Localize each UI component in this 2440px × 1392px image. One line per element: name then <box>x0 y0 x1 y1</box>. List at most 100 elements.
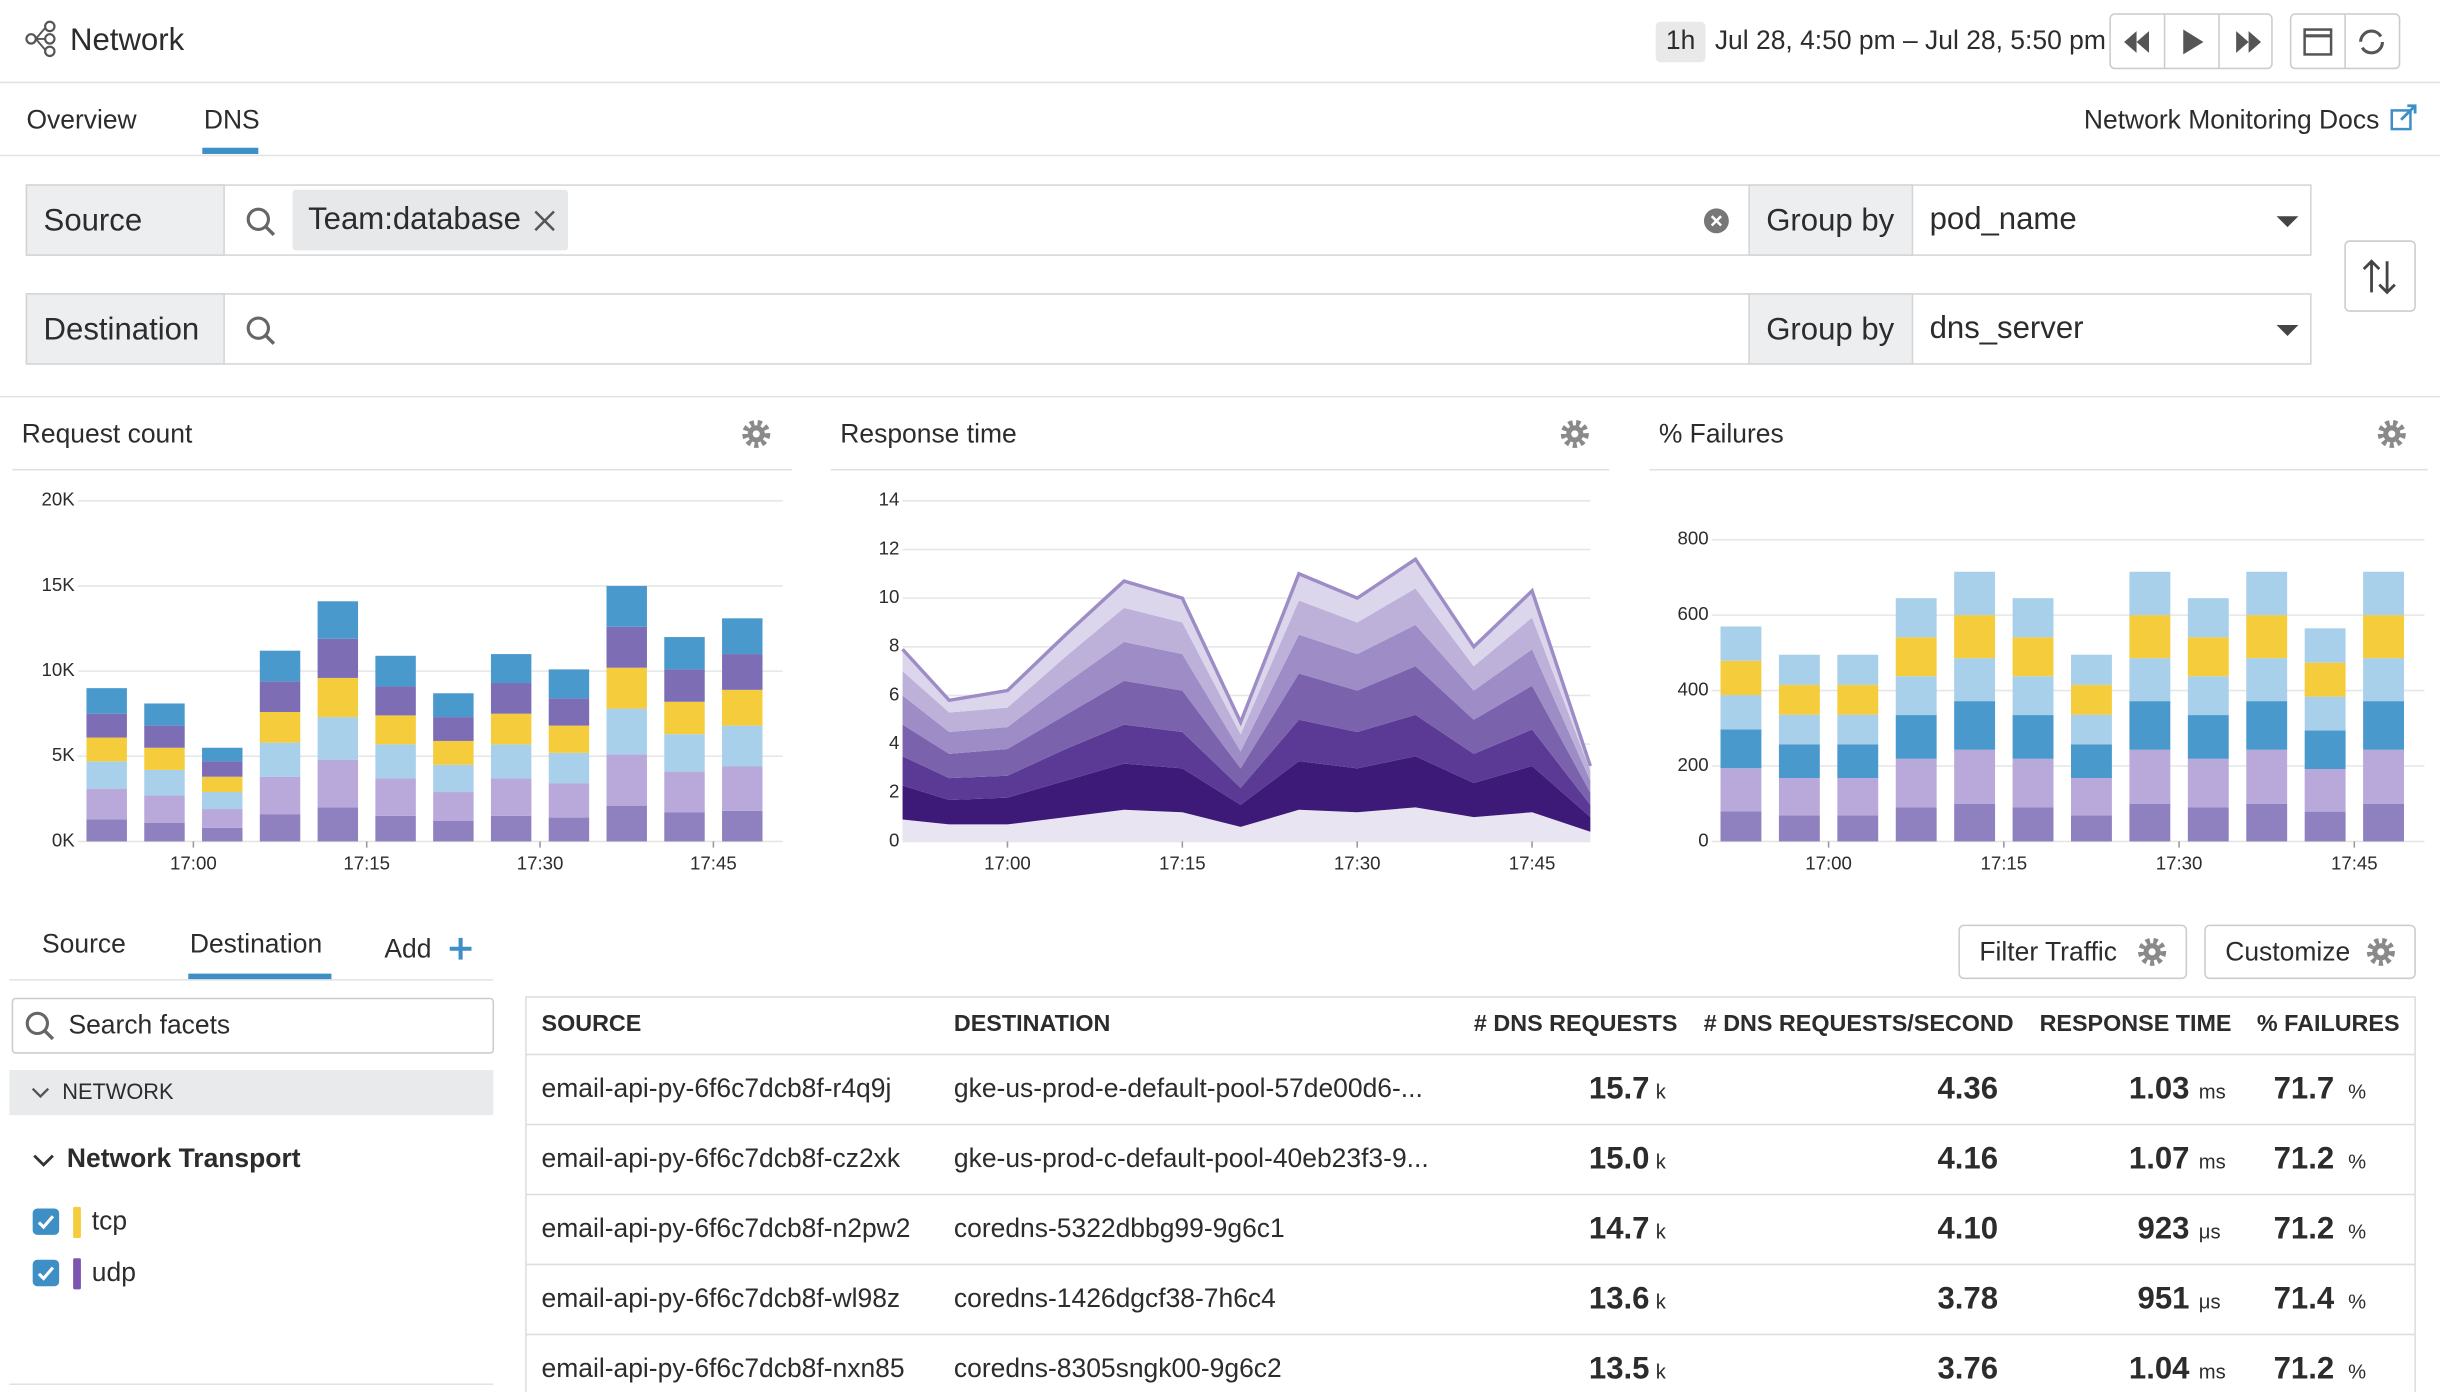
table-cell: 15.7 <box>1589 1070 1650 1105</box>
button[interactable] <box>2204 924 2416 980</box>
bar-segment <box>664 734 705 772</box>
y-tick-label: 12 <box>879 537 900 558</box>
group-by-bg <box>1748 184 1914 256</box>
y-tick-label: 5K <box>52 744 75 765</box>
y-tick-label: 15K <box>41 574 75 595</box>
y-tick-label: 14 <box>879 489 900 510</box>
facet-item[interactable]: udp <box>92 1257 136 1287</box>
tab-active[interactable]: DNS <box>204 104 260 134</box>
bar-segment <box>1895 715 1937 759</box>
bar-segment <box>2363 571 2404 616</box>
bar-segment <box>664 701 705 735</box>
swap-button[interactable] <box>2344 240 2416 312</box>
bar-segment <box>2012 758 2054 808</box>
rewind-icon <box>2124 31 2150 53</box>
column-header[interactable]: % FAILURES <box>2257 1010 2400 1036</box>
bar-segment <box>2129 571 2171 616</box>
bar-segment <box>2246 615 2288 659</box>
gear-icon[interactable] <box>2366 937 2395 966</box>
add-icon[interactable] <box>449 937 472 960</box>
column-header[interactable]: # DNS REQUESTS/SECOND <box>1704 1010 2014 1036</box>
bar-segment <box>259 776 301 815</box>
table-cell: % <box>2348 1152 2366 1174</box>
column-header[interactable]: RESPONSE TIME <box>2040 1010 2232 1036</box>
bar-segment <box>548 783 590 818</box>
x-tick-label: 17:15 <box>343 853 390 874</box>
bar-segment <box>2071 815 2112 842</box>
bar-segment <box>548 817 590 842</box>
network-icon <box>44 20 56 33</box>
button[interactable] <box>1958 924 2188 980</box>
group-by-value[interactable]: dns_server <box>1930 310 2084 345</box>
bar-segment <box>202 792 243 810</box>
chevron[interactable] <box>33 1154 54 1167</box>
bar-segment <box>317 638 359 678</box>
tag-remove-icon[interactable] <box>534 210 555 232</box>
bar-segment <box>317 677 359 718</box>
x-tick-label: 17:45 <box>1509 853 1556 874</box>
play-icon <box>2183 29 2204 55</box>
group-by-value[interactable]: pod_name <box>1930 201 2077 236</box>
bar-segment <box>86 737 127 762</box>
bar-segment <box>664 637 705 670</box>
bar-segment <box>1778 815 1820 842</box>
column-header[interactable]: # DNS REQUESTS <box>1474 1010 1678 1036</box>
bar-segment <box>2363 658 2404 702</box>
facet-search[interactable] <box>11 997 495 1054</box>
bar-segment <box>1720 695 1762 730</box>
facet-tab-active[interactable]: Destination <box>190 929 322 959</box>
bar-segment <box>606 708 647 755</box>
chart-title: Request count <box>22 418 193 448</box>
tab[interactable]: Overview <box>26 104 137 134</box>
table-cell: % <box>2348 1362 2366 1384</box>
checkbox[interactable] <box>32 1259 60 1287</box>
gear-icon-hole <box>752 430 760 438</box>
filter-tag[interactable] <box>292 189 568 251</box>
bar-segment <box>144 822 185 842</box>
docs-link[interactable]: Network Monitoring Docs <box>2084 104 2379 134</box>
facet-item[interactable]: tcp <box>92 1205 127 1235</box>
filter-tag-label: Team:database <box>308 201 521 236</box>
table-cell: 4.36 <box>1937 1070 1998 1105</box>
y-tick-label: 4 <box>889 732 899 753</box>
filter-box[interactable] <box>25 293 2312 365</box>
add-facet[interactable]: Add <box>384 933 431 963</box>
bar-segment <box>317 601 359 639</box>
bar-segment <box>259 742 301 777</box>
table-cell: 4.16 <box>1937 1140 1998 1175</box>
checkbox[interactable] <box>32 1208 60 1235</box>
y-tick-label: 0 <box>1698 829 1708 850</box>
y-tick-label: 0K <box>52 829 75 850</box>
bar-segment <box>1837 714 1879 745</box>
bar-segment <box>490 654 532 684</box>
bar-segment <box>1720 811 1762 842</box>
bar-segment <box>2187 598 2229 638</box>
table-cell: 1.07 <box>2129 1140 2190 1175</box>
gear-icon[interactable] <box>2138 937 2167 966</box>
page-title: Network <box>70 22 185 57</box>
facet-tab[interactable]: Source <box>42 929 126 959</box>
facet-group-title[interactable]: Network Transport <box>67 1143 301 1173</box>
search-icon-handle <box>43 1029 55 1041</box>
gear-icon-hole <box>2377 948 2385 956</box>
bar-segment <box>548 752 590 784</box>
table-cell: coredns-8305sngk00-9g6c2 <box>954 1353 1282 1383</box>
network-icon <box>44 33 56 45</box>
x-tick-label: 17:15 <box>1980 853 2027 874</box>
y-tick-label: 2 <box>889 781 899 802</box>
y-tick-label: 0 <box>889 829 899 850</box>
button-label[interactable]: Filter Traffic <box>1979 936 2117 966</box>
bar-segment <box>722 810 763 842</box>
bar-segment <box>433 764 474 793</box>
gear-icon[interactable] <box>742 419 771 448</box>
gear-icon[interactable] <box>1560 419 1589 448</box>
column-header[interactable]: DESTINATION <box>954 1010 1110 1036</box>
column-header[interactable]: SOURCE <box>542 1010 642 1036</box>
bar-segment <box>2363 701 2404 750</box>
table-cell: 15.0 <box>1589 1140 1650 1175</box>
bar-segment <box>375 815 416 842</box>
button-label[interactable]: Customize <box>2225 936 2350 966</box>
table-cell: email-api-py-6f6c7dcb8f-nxn85 <box>542 1353 905 1383</box>
gear-icon[interactable] <box>2377 419 2406 448</box>
bar-segment <box>1954 803 1996 842</box>
